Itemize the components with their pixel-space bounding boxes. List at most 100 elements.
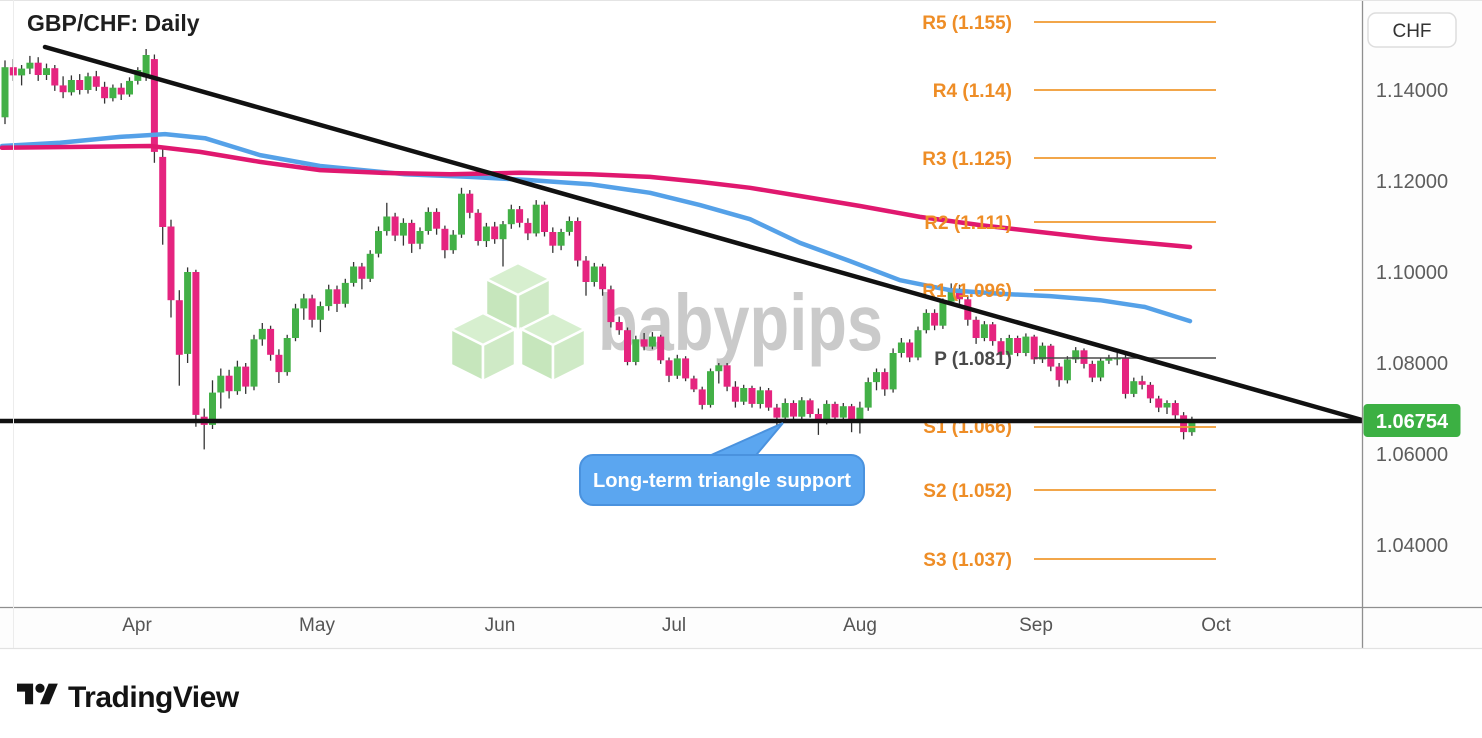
pivot-label-r4: R4 (1.14) — [933, 81, 1012, 102]
candle-body — [1080, 350, 1088, 364]
candle-body — [590, 266, 598, 282]
pivot-level-r4: R4 (1.14) — [933, 81, 1216, 102]
candle-body — [258, 328, 266, 340]
month-label-apr: Apr — [122, 615, 152, 636]
currency-button[interactable]: CHF — [1367, 12, 1457, 48]
time-axis-background[interactable] — [0, 608, 1482, 648]
pivot-level-s3: S3 (1.037) — [923, 550, 1216, 571]
candle-body — [1188, 419, 1196, 433]
candle-body — [117, 87, 125, 95]
candle-body — [582, 260, 590, 282]
candle-body — [217, 375, 225, 393]
candle-body — [333, 289, 341, 304]
candle-body — [989, 324, 997, 342]
time-axis[interactable]: Apr May Jun Jul Aug Sep Oct — [0, 606, 1482, 650]
candle-body — [790, 403, 797, 417]
candle-body — [615, 322, 623, 331]
candle-body — [192, 272, 200, 415]
candle-body — [715, 365, 723, 372]
price-axis-background[interactable] — [1363, 0, 1482, 649]
candle-body — [292, 308, 299, 338]
candle-body — [1138, 381, 1146, 385]
descending-trendline[interactable] — [42, 44, 1365, 423]
price-tick: 1.06000 — [1376, 444, 1448, 466]
candle-body — [698, 389, 706, 405]
price-axis[interactable]: 1.14000 1.12000 1.10000 1.08000 1.06000 … — [1361, 0, 1482, 649]
candle-body — [126, 80, 133, 95]
candle-body — [599, 266, 607, 290]
candle-body — [624, 330, 631, 362]
candle-body — [51, 68, 59, 86]
candle-body — [1105, 358, 1113, 361]
tradingview-logo-icon — [17, 683, 58, 705]
pivot-level-r5: R5 (1.155) — [922, 13, 1216, 34]
candle-body — [399, 222, 407, 236]
candle-body — [665, 360, 673, 376]
candle-body — [375, 231, 382, 254]
pivot-level-s2: S2 (1.052) — [923, 481, 1216, 502]
candle-body — [92, 76, 100, 87]
candle-body — [557, 232, 565, 246]
candle-body — [383, 216, 391, 232]
candle-body — [1047, 345, 1055, 367]
candle-body — [648, 336, 656, 347]
candle-body — [1030, 336, 1038, 360]
candle-body — [798, 400, 806, 417]
candle-body — [748, 388, 756, 404]
candle-body — [1022, 336, 1030, 353]
page-title: GBP/CHF: Daily — [27, 10, 200, 36]
candle-body — [640, 339, 648, 347]
candle-body — [1155, 398, 1163, 408]
candle-body — [267, 328, 275, 355]
candle-body — [1130, 381, 1138, 394]
candle-body — [980, 324, 988, 338]
candle-body — [175, 300, 183, 355]
candle-body — [76, 80, 84, 90]
ma-line-blue — [0, 131, 1193, 324]
pivot-label-r2: R2 (1.111) — [924, 213, 1012, 234]
candle-body — [1171, 403, 1179, 416]
candle-body — [142, 55, 150, 78]
candle-body — [1055, 366, 1063, 381]
tradingview-logo[interactable]: TradingView — [17, 681, 240, 714]
support-callout[interactable]: Long-term triangle support — [579, 422, 865, 506]
pivot-level-r3: R3 (1.125) — [922, 149, 1216, 170]
candle-body — [242, 366, 250, 387]
candle-body — [682, 358, 690, 379]
candle-body — [806, 400, 814, 414]
candle-body — [341, 282, 349, 304]
candle-body — [906, 342, 914, 358]
price-tick: 1.10000 — [1376, 262, 1448, 284]
candle-body — [433, 211, 441, 229]
candle-body — [482, 226, 490, 242]
candle-body — [43, 68, 50, 75]
price-tick: 1.12000 — [1376, 171, 1448, 193]
candle-body — [316, 306, 324, 320]
candle-body — [765, 390, 773, 408]
candle-body — [1180, 415, 1188, 433]
month-label-may: May — [299, 615, 335, 636]
candle-body — [34, 62, 42, 75]
candle-body — [889, 353, 897, 390]
candle-body — [897, 342, 905, 353]
candle-body — [972, 319, 980, 338]
pivot-label-s3: S3 (1.037) — [923, 550, 1012, 571]
watermark-text: babypips — [598, 278, 883, 367]
candle-body — [740, 388, 748, 402]
candle-body — [26, 62, 34, 69]
candle-body — [109, 87, 117, 99]
candle-body — [931, 312, 939, 326]
candle-body — [856, 407, 864, 424]
ma-line-pink — [0, 143, 1193, 250]
candle-body — [839, 406, 847, 418]
candle-body — [956, 289, 963, 300]
tradingview-wordmark: TradingView — [68, 681, 240, 714]
candle-body — [283, 338, 291, 373]
candle-body — [184, 272, 192, 354]
candle-body — [773, 407, 781, 418]
candle-body — [209, 392, 216, 425]
candle-body — [1014, 338, 1022, 353]
candle-body — [881, 372, 889, 390]
